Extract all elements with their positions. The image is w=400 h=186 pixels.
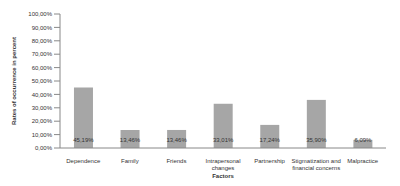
svg-text:Intrapersonalchanges: Intrapersonalchanges <box>205 158 240 171</box>
svg-text:40,00%: 40,00% <box>32 92 53 98</box>
svg-text:80,00%: 80,00% <box>32 38 53 44</box>
svg-text:13,46%: 13,46% <box>120 137 141 143</box>
svg-text:90,00%: 90,00% <box>32 25 53 31</box>
svg-text:13,46%: 13,46% <box>166 137 187 143</box>
svg-text:Malpractice: Malpractice <box>347 158 378 164</box>
svg-text:17,24%: 17,24% <box>260 137 281 143</box>
svg-text:Rates of occurrence in percent: Rates of occurrence in percent <box>11 37 17 125</box>
svg-text:70,00%: 70,00% <box>32 51 53 57</box>
svg-text:Factors: Factors <box>212 173 234 178</box>
svg-text:Partnership: Partnership <box>254 158 285 164</box>
svg-text:0,00%: 0,00% <box>35 145 53 151</box>
svg-text:35,90%: 35,90% <box>306 137 327 143</box>
svg-text:33,01%: 33,01% <box>213 137 234 143</box>
svg-text:20,00%: 20,00% <box>32 118 53 124</box>
svg-text:60,00%: 60,00% <box>32 65 53 71</box>
svg-text:Family: Family <box>121 158 139 164</box>
svg-text:Dependence: Dependence <box>66 158 101 164</box>
svg-text:Friends: Friends <box>166 158 186 164</box>
svg-text:10,00%: 10,00% <box>32 132 53 138</box>
svg-text:6,09%: 6,09% <box>354 137 372 143</box>
svg-text:50,00%: 50,00% <box>32 78 53 84</box>
svg-text:100,00%: 100,00% <box>28 11 52 17</box>
svg-text:45,19%: 45,19% <box>73 137 94 143</box>
svg-text:Stigmatization andfinancial co: Stigmatization andfinancial concerns <box>291 158 340 171</box>
svg-text:30,00%: 30,00% <box>32 105 53 111</box>
